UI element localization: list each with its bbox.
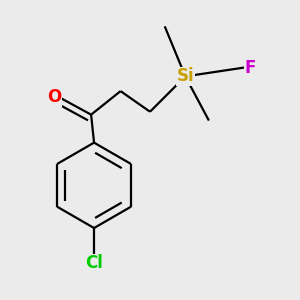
Text: F: F xyxy=(244,58,256,76)
Text: O: O xyxy=(47,88,62,106)
Text: Cl: Cl xyxy=(85,254,103,272)
Text: Si: Si xyxy=(176,68,194,85)
